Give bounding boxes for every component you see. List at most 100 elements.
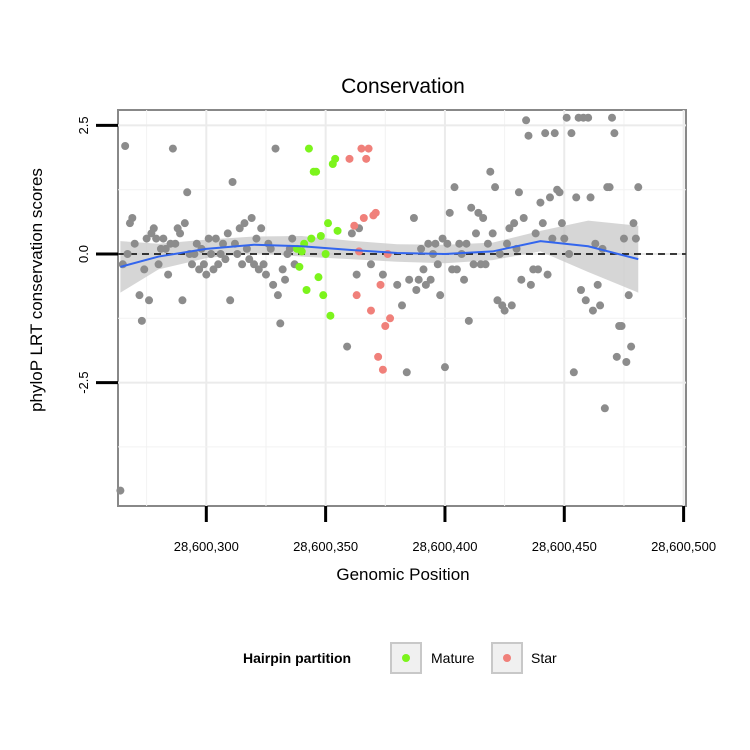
point-other [622,358,631,366]
point-other [495,250,504,258]
point-other [500,306,509,315]
point-other [443,239,452,248]
point-other [121,142,130,150]
point-star [378,365,387,374]
chart-title: Conservation [341,75,465,98]
point-other [240,219,249,228]
point-other [242,244,251,253]
point-other [455,239,464,248]
point-other [486,167,495,176]
point-other [608,113,617,122]
point-star [362,154,371,163]
point-other [526,280,535,289]
point-mature [326,311,335,320]
point-other [593,280,602,289]
point-other [405,275,414,284]
point-other [462,239,471,248]
confidence-band [120,220,639,293]
point-mature [295,262,304,271]
point-mature [324,219,333,228]
point-other [557,219,566,228]
point-other [176,229,185,238]
point-other [204,234,213,243]
point-other [517,275,526,284]
point-other [152,234,161,243]
point-other [538,219,547,228]
point-other [183,188,192,197]
point-mature [314,273,323,282]
point-other [460,275,469,284]
point-mature [333,226,342,235]
point-other [543,270,552,279]
x-axis-label: Genomic Position [336,565,469,584]
point-other [438,234,447,243]
point-other [238,260,247,269]
point-mature [319,291,328,300]
point-other [450,183,459,192]
point-other [226,296,235,305]
point-other [510,219,519,228]
point-other [629,219,638,228]
point-other [247,214,256,222]
point-other [378,270,387,279]
legend-label-mature: Mature [431,650,475,666]
point-star [352,291,361,300]
x-tick-label: 28,600,500 [651,539,716,554]
point-other [221,255,230,264]
smooth-fit-line [120,240,639,268]
point-other [560,234,569,243]
point-mature [297,247,306,256]
point-other [269,280,278,289]
point-other [548,234,557,243]
point-other [178,296,187,305]
point-other [209,265,218,274]
x-tick-label: 28,600,300 [174,539,239,554]
x-tick-label: 28,600,350 [293,539,358,554]
point-other [352,270,361,279]
point-other [452,265,461,274]
point-other [634,183,643,192]
point-other [605,183,614,192]
point-other [483,239,492,248]
point-other [417,244,426,253]
point-other [471,229,480,238]
point-other [426,275,435,284]
point-other [164,270,173,279]
point-other [149,224,158,233]
point-star [366,306,375,315]
point-other [576,286,585,294]
point-other [567,129,576,138]
point-other [541,129,550,138]
point-other [228,178,237,186]
point-other [187,260,196,269]
data-points [116,113,643,495]
point-other [555,188,564,197]
point-other [481,260,490,269]
point-other [503,239,512,248]
point-other [619,234,628,243]
point-other [581,296,590,305]
point-other [612,352,621,361]
point-other [419,265,428,274]
point-star [364,144,373,153]
y-tick-label: 0.0 [76,245,91,263]
point-other [207,250,216,258]
y-axis-label: phyloP LRT conservation scores [27,168,46,412]
point-other [159,234,168,243]
point-other [271,144,280,153]
point-mature [302,286,311,294]
point-other [550,129,559,138]
y-tick-label: 2.5 [76,116,91,134]
point-other [600,404,609,413]
point-other [192,239,201,248]
point-other [464,316,473,325]
point-other [414,275,423,284]
point-other [216,250,225,258]
point-other [507,301,516,310]
x-axis: 28,600,300 28,600,350 28,600,400 28,600,450… [174,506,716,554]
point-other [366,260,375,269]
legend-dot-star [503,654,511,662]
legend: Hairpin partition Mature Star [243,642,557,674]
point-other [436,291,445,300]
x-tick-label: 28,600,400 [412,539,477,554]
